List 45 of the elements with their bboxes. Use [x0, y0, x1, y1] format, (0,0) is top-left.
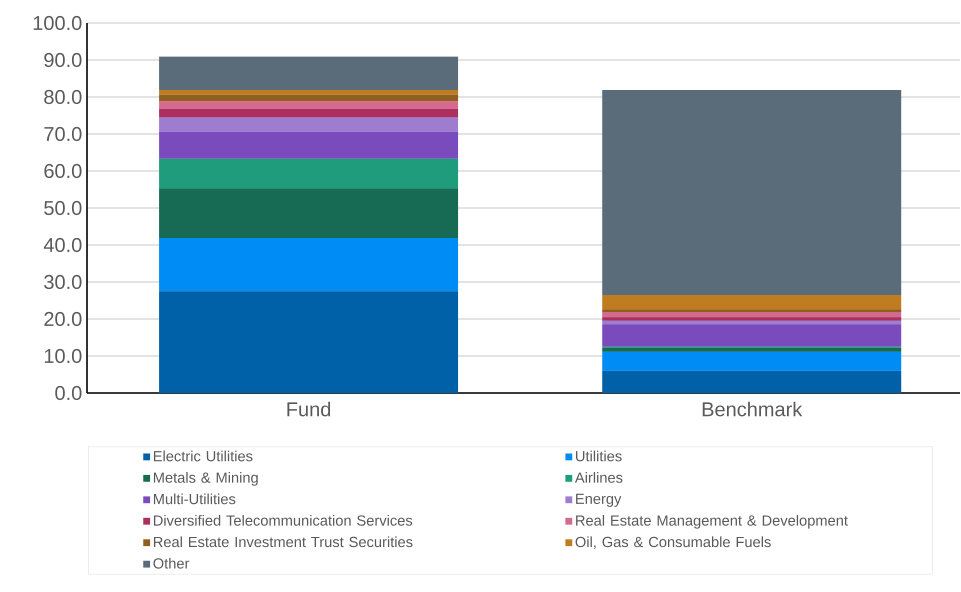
bar: [602, 348, 902, 352]
legend-label: Electric Utilities: [154, 450, 252, 462]
bar: [602, 312, 902, 318]
legend-label: Airlines: [574, 472, 622, 483]
bar: [159, 132, 458, 159]
y-tick-label: 60.0: [44, 164, 82, 178]
bar: [602, 90, 902, 295]
bar: [602, 294, 902, 310]
y-tick-label: 20.0: [44, 312, 82, 326]
bar: [159, 56, 458, 90]
bar: [159, 291, 458, 393]
legend-label: Real Estate Investment Trust Securities: [154, 536, 412, 548]
x-tick-label: Fund: [287, 402, 330, 416]
bar: [602, 324, 902, 347]
legend-label: Other: [153, 558, 190, 569]
legend-label: Oil, Gas & Consumable Fuels: [576, 536, 771, 549]
y-tick-label: 90.0: [44, 52, 82, 68]
y-tick-label: 50.0: [44, 200, 82, 216]
bar: [602, 317, 902, 320]
bar: [159, 108, 458, 118]
bar: [159, 94, 458, 102]
y-tick-label: 0.0: [55, 386, 82, 400]
y-tick-label: 100.0: [34, 16, 82, 30]
y-tick-label: 40.0: [44, 238, 82, 252]
x-tick-label: Benchmark: [702, 402, 802, 416]
bar: [159, 117, 458, 132]
y-tick-label: 10.0: [44, 348, 82, 364]
legend-label: Multi-Utilities: [154, 493, 236, 504]
bar: [159, 238, 458, 292]
legend-label: Energy: [576, 494, 622, 507]
legend-label: Utilities: [576, 450, 622, 462]
bar: [159, 90, 458, 95]
legend-label: Metals & Mining: [154, 472, 258, 486]
y-tick-label: 30.0: [44, 274, 82, 290]
bar: [602, 370, 902, 393]
bar: [602, 320, 902, 325]
y-tick-label: 70.0: [44, 126, 82, 142]
bar: [602, 309, 902, 312]
y-tick-label: 80.0: [44, 90, 82, 104]
legend-label: Real Estate Management & Development: [576, 514, 848, 529]
bar: [159, 101, 458, 109]
bar: [159, 158, 458, 188]
bar: [602, 352, 902, 371]
legend-label: Diversified Telecommunication Services: [154, 514, 412, 526]
bar: [159, 188, 458, 238]
